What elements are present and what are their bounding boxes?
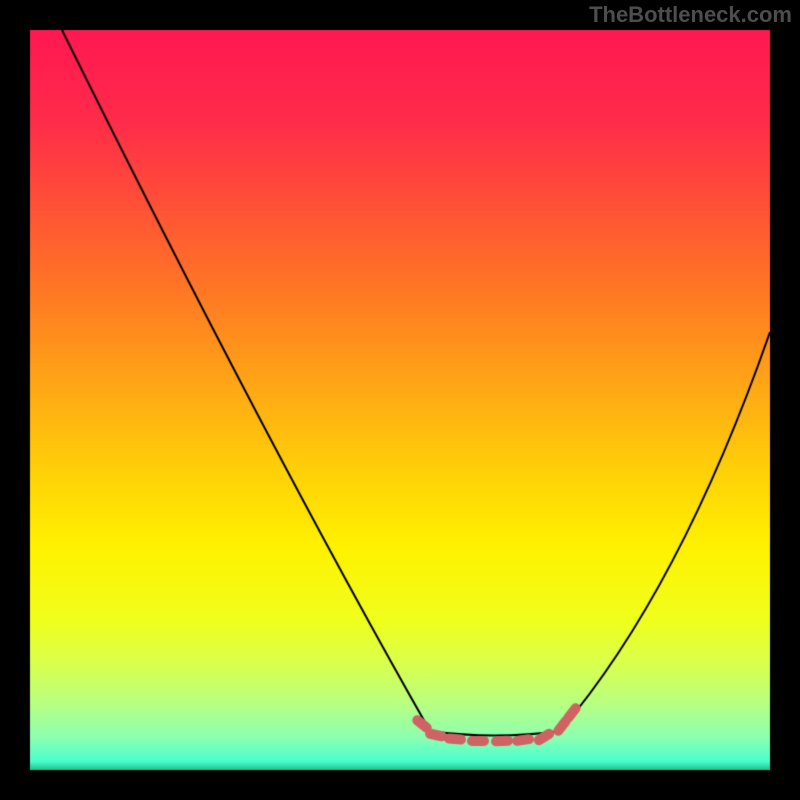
chart-canvas bbox=[0, 0, 800, 800]
chart-root: TheBottleneck.com bbox=[0, 0, 800, 800]
watermark-label: TheBottleneck.com bbox=[589, 2, 792, 28]
